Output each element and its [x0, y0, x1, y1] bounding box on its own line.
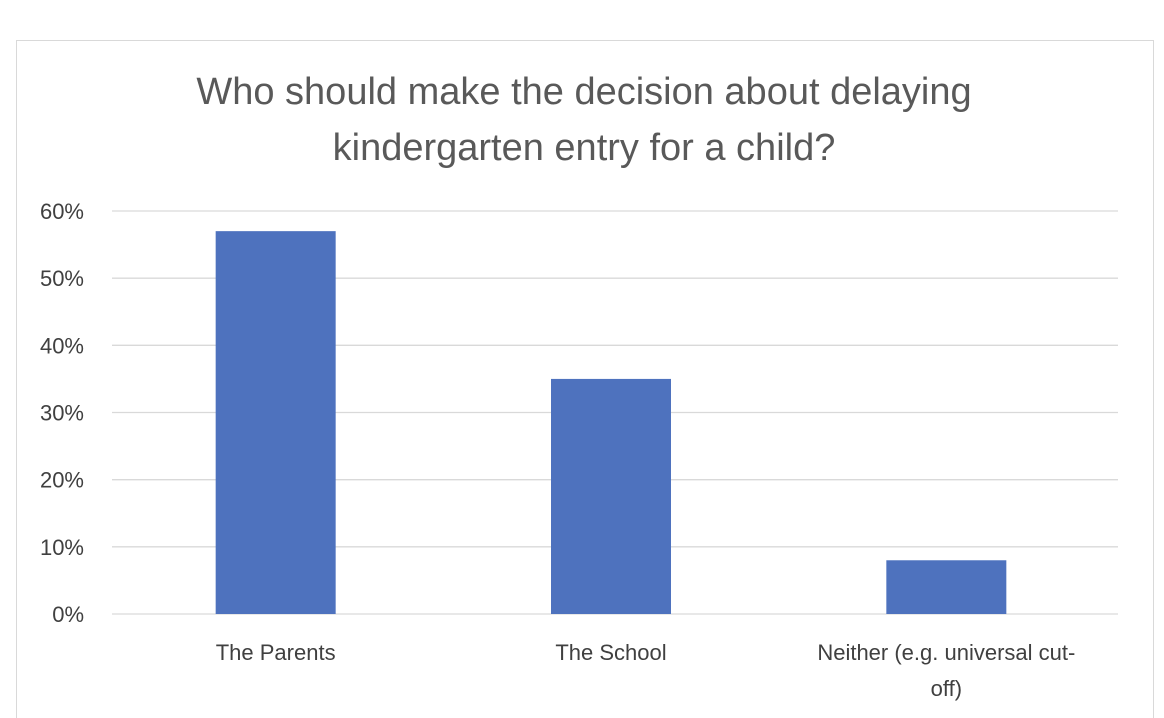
y-axis-tick-labels: 0% 10% 20% 30% 40% 50% 60% — [40, 199, 84, 627]
chart-title-line-1: Who should make the decision about delay… — [196, 71, 971, 113]
x-axis-category-labels: The Parents The School Neither (e.g. unive… — [216, 640, 1076, 701]
y-tick-label: 0% — [52, 602, 84, 627]
y-tick-label: 30% — [40, 401, 84, 426]
bar — [551, 378, 671, 614]
bars — [215, 231, 1007, 614]
y-tick-label: 10% — [40, 535, 84, 560]
bar — [886, 560, 1007, 614]
y-tick-label: 50% — [40, 266, 84, 291]
x-category-label: Neither (e.g. universal cut- — [817, 640, 1075, 665]
x-category-label: The Parents — [216, 640, 336, 665]
x-category-label: The School — [555, 640, 666, 665]
chart-title-line-2: kindergarten entry for a child? — [333, 127, 836, 169]
y-tick-label: 20% — [40, 468, 84, 493]
y-tick-label: 60% — [40, 199, 84, 224]
y-tick-label: 40% — [40, 333, 84, 358]
x-category-label: off) — [931, 676, 962, 701]
bar — [215, 231, 336, 614]
